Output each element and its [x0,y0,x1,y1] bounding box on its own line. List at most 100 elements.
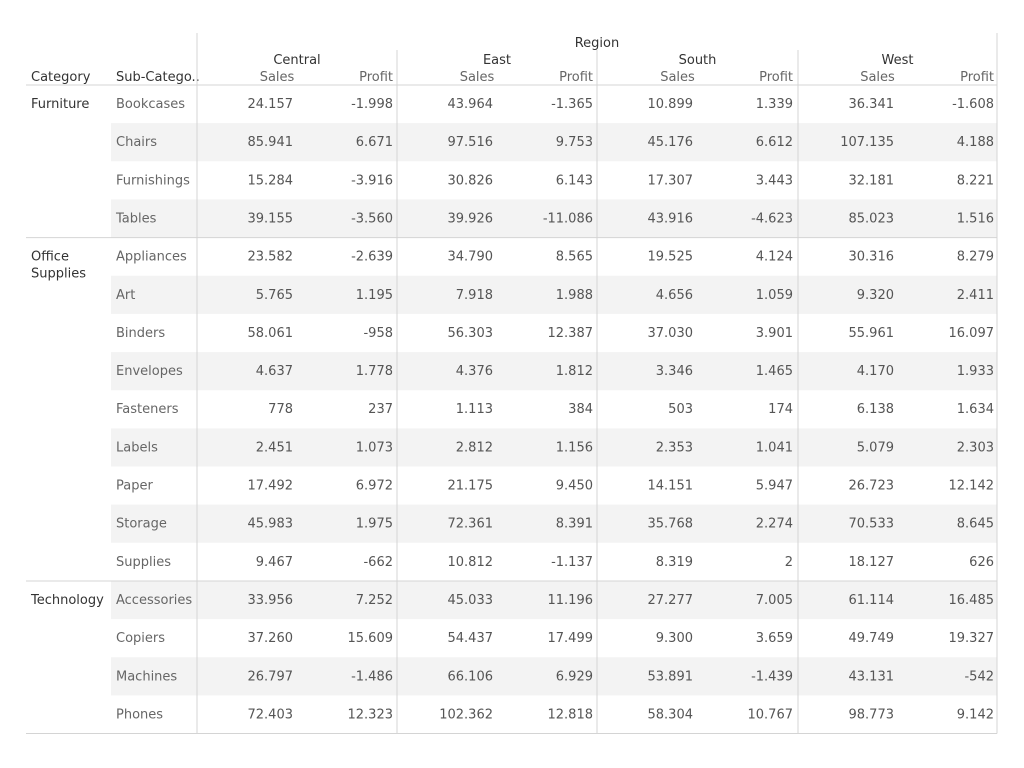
region-label-central: Central [273,53,320,68]
sales-value-cell: 15.284 [248,173,294,188]
sales-value-cell: 19.525 [648,250,694,265]
row-band [111,123,997,162]
profit-value-cell: 8.279 [957,250,994,265]
sales-value-cell: 4.637 [256,364,293,379]
profit-value-cell: -1.439 [751,669,793,684]
sales-value-cell: 17.492 [248,479,294,494]
sales-value-cell: 9.320 [857,288,894,303]
sales-value-cell: 10.812 [448,555,494,570]
profit-value-cell: 1.933 [957,364,994,379]
sales-value-cell: 5.079 [857,440,894,455]
sales-value-cell: 72.361 [448,517,494,532]
subcategory-label: Envelopes [116,364,183,379]
sales-value-cell: 43.964 [448,97,494,112]
measure-header-sales: Sales [260,70,295,85]
subcategory-label: Furnishings [116,173,190,188]
profit-value-cell: -1.365 [551,97,593,112]
row-band [111,580,997,620]
region-label-west: West [882,53,914,68]
measure-header-profit: Profit [960,70,994,85]
sales-value-cell: 778 [268,402,293,417]
profit-value-cell: 6.929 [556,669,593,684]
subcategory-label: Bookcases [116,97,185,112]
sales-value-cell: 26.797 [248,669,294,684]
subcategory-label: Phones [116,707,163,722]
sales-value-cell: 2.353 [656,440,693,455]
profit-value-cell: 9.142 [957,707,994,722]
measure-header-sales: Sales [460,70,495,85]
sales-value-cell: 97.516 [448,135,494,150]
profit-value-cell: 9.753 [556,135,593,150]
sales-value-cell: 503 [668,402,693,417]
sales-value-cell: 107.135 [840,135,894,150]
subcategory-label: Art [116,288,135,303]
measure-header-sales: Sales [660,70,695,85]
sales-value-cell: 4.656 [656,288,693,303]
subcategory-label: Copiers [116,631,165,646]
profit-value-cell: 1.975 [356,517,393,532]
sales-value-cell: 9.300 [656,631,693,646]
profit-value-cell: 19.327 [949,631,995,646]
region-label-east: East [483,53,511,68]
subcategory-label: Binders [116,326,165,341]
category-label-office-supplies: Supplies [31,267,86,282]
sales-value-cell: 7.918 [456,288,493,303]
region-header: Region [575,36,620,51]
profit-value-cell: 9.450 [556,479,593,494]
sales-value-cell: 30.316 [849,250,895,265]
profit-value-cell: 8.391 [556,517,593,532]
profit-value-cell: 7.005 [756,593,793,608]
sales-value-cell: 85.023 [849,211,895,226]
sales-value-cell: 39.155 [248,211,294,226]
sales-value-cell: 37.260 [248,631,294,646]
sales-value-cell: 2.451 [256,440,293,455]
sales-value-cell: 45.983 [248,517,294,532]
sales-value-cell: 4.170 [857,364,894,379]
row-band [111,199,997,238]
sales-value-cell: 10.899 [648,97,694,112]
category-label-furniture: Furniture [31,97,89,112]
sales-value-cell: 32.181 [849,173,895,188]
row-band [111,504,997,543]
profit-value-cell: -4.623 [751,211,793,226]
sales-value-cell: 4.376 [456,364,493,379]
subcategory-label: Labels [116,440,158,455]
profit-value-cell: -3.916 [351,173,393,188]
profit-value-cell: 1.156 [556,440,593,455]
profit-value-cell: 12.142 [949,479,995,494]
profit-value-cell: 1.812 [556,364,593,379]
sales-value-cell: 54.437 [448,631,494,646]
sales-value-cell: 27.277 [648,593,694,608]
sales-value-cell: 2.812 [456,440,493,455]
sales-value-cell: 56.303 [448,326,494,341]
profit-value-cell: 6.612 [756,135,793,150]
sales-value-cell: 43.131 [849,669,895,684]
subcategory-label: Accessories [116,593,192,608]
profit-value-cell: 4.188 [957,135,994,150]
profit-value-cell: 16.485 [949,593,995,608]
sales-value-cell: 9.467 [256,555,293,570]
profit-value-cell: -11.086 [543,211,593,226]
profit-value-cell: 237 [368,402,393,417]
row-band [111,352,997,391]
sales-value-cell: 26.723 [849,479,895,494]
profit-value-cell: 8.565 [556,250,593,265]
row-band [111,657,997,696]
measure-header-sales: Sales [860,70,895,85]
sales-value-cell: 18.127 [849,555,895,570]
sales-value-cell: 35.768 [648,517,694,532]
sales-value-cell: 102.362 [439,707,493,722]
profit-value-cell: 1.041 [756,440,793,455]
sales-value-cell: 6.138 [857,402,894,417]
sales-value-cell: 45.033 [448,593,494,608]
profit-value-cell: 1.634 [957,402,994,417]
sales-value-cell: 33.956 [248,593,294,608]
profit-value-cell: 8.221 [957,173,994,188]
profit-value-cell: 16.097 [949,326,995,341]
sales-value-cell: 21.175 [448,479,494,494]
sales-value-cell: 17.307 [648,173,694,188]
subcategory-label: Paper [116,479,153,494]
category-label-technology: Technology [30,593,104,608]
measure-header-profit: Profit [559,70,593,85]
